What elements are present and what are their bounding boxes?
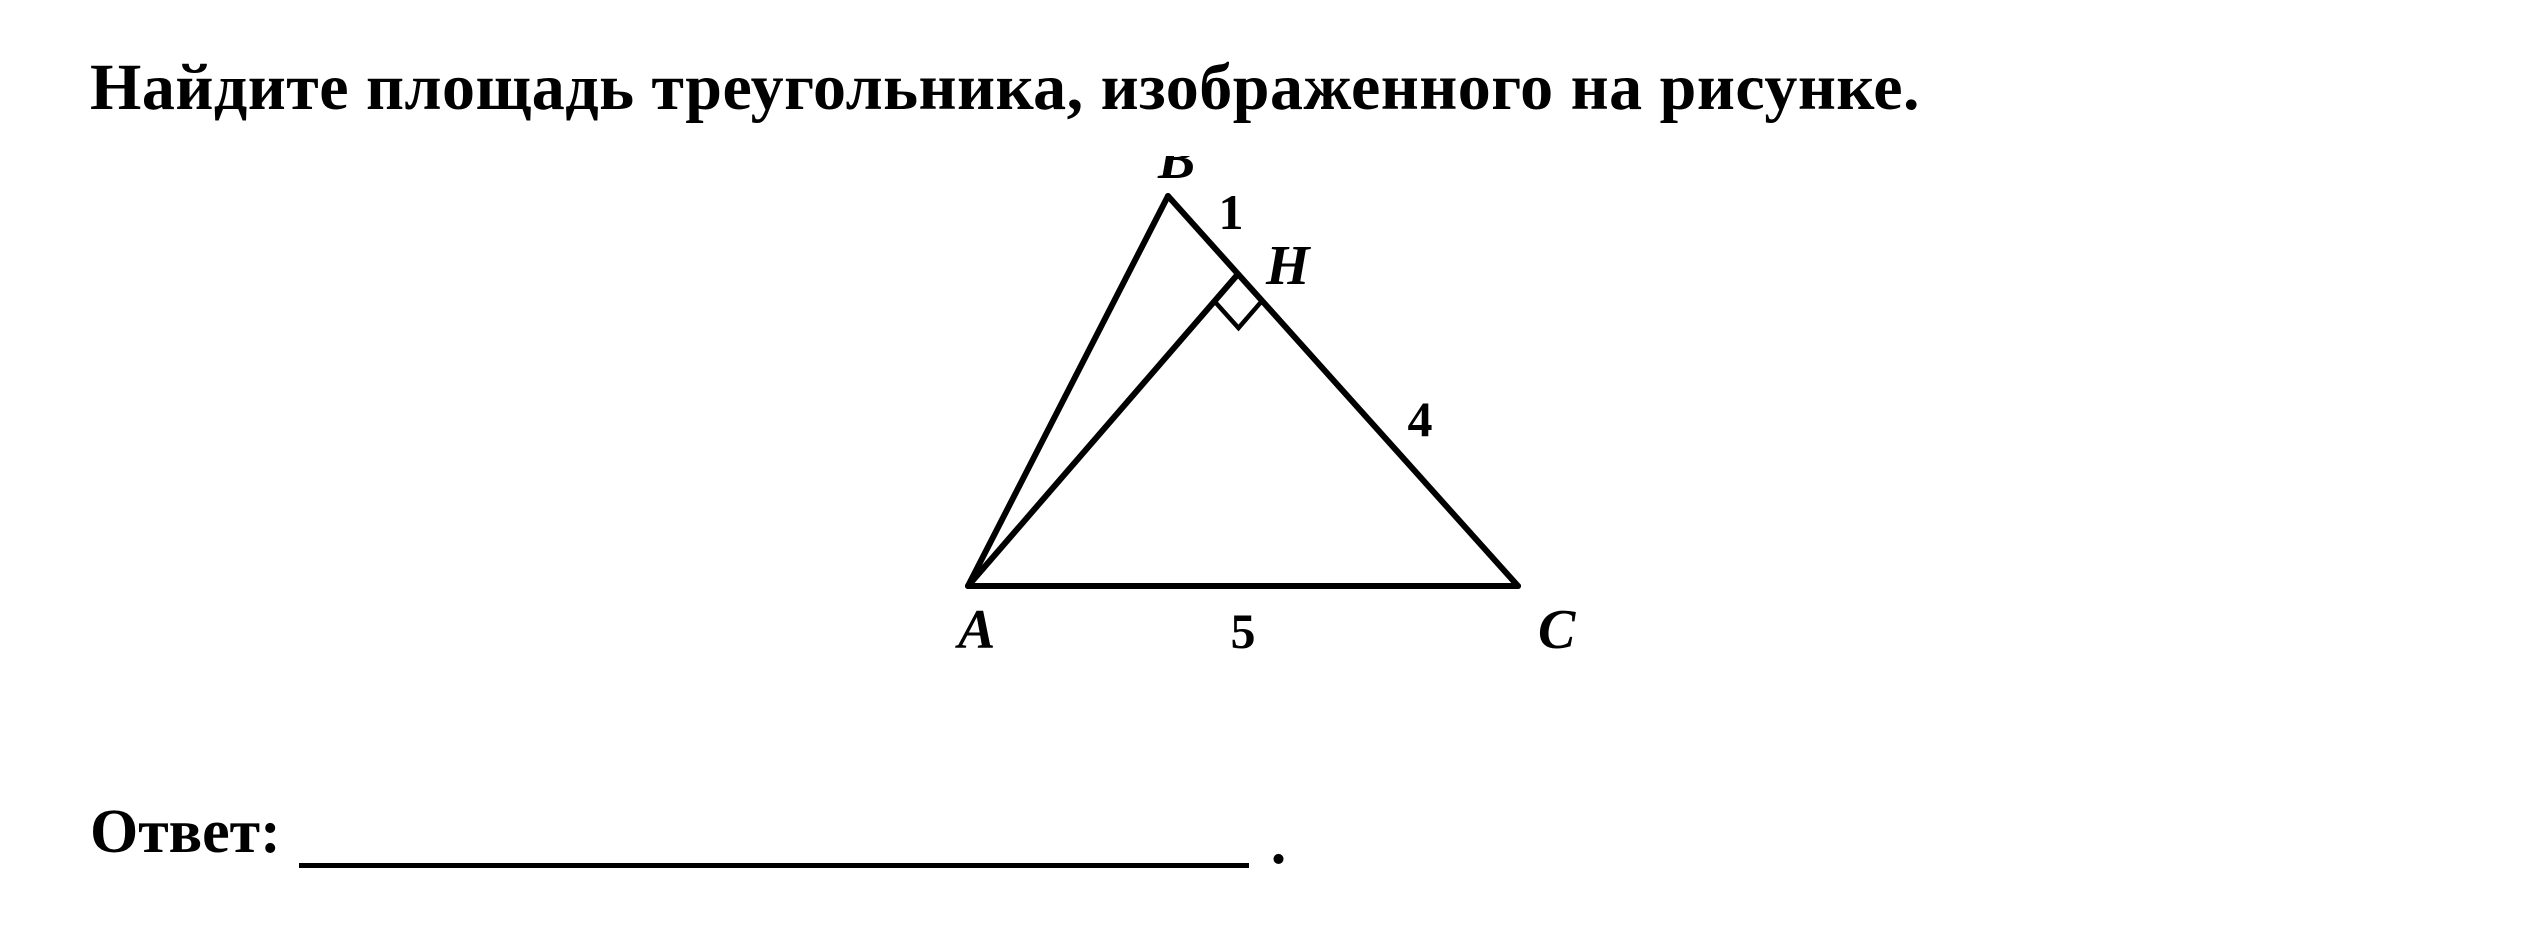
triangle-diagram: A B C H1 4 5 [818,156,1718,696]
figure-container: A B C H1 4 5 [90,156,2446,716]
answer-row: Ответ: . [90,797,1286,868]
length-label: 1 [1219,184,1244,240]
vertex-label-c: C [1538,599,1576,661]
right-angle-marker [1214,301,1262,328]
vertex-label-h: H [1265,235,1311,297]
length-label: 4 [1408,391,1433,447]
vertex-label-b: B [1157,156,1195,191]
problem-title: Найдите площадь треугольника, изображенн… [90,50,2446,126]
answer-blank-line[interactable] [299,857,1249,868]
answer-label: Ответ: [90,797,281,868]
edge [1168,196,1518,586]
answer-period: . [1271,812,1287,874]
vertex-label-a: A [955,599,995,661]
length-label: 5 [1231,603,1256,659]
page: Найдите площадь треугольника, изображенн… [0,0,2536,928]
